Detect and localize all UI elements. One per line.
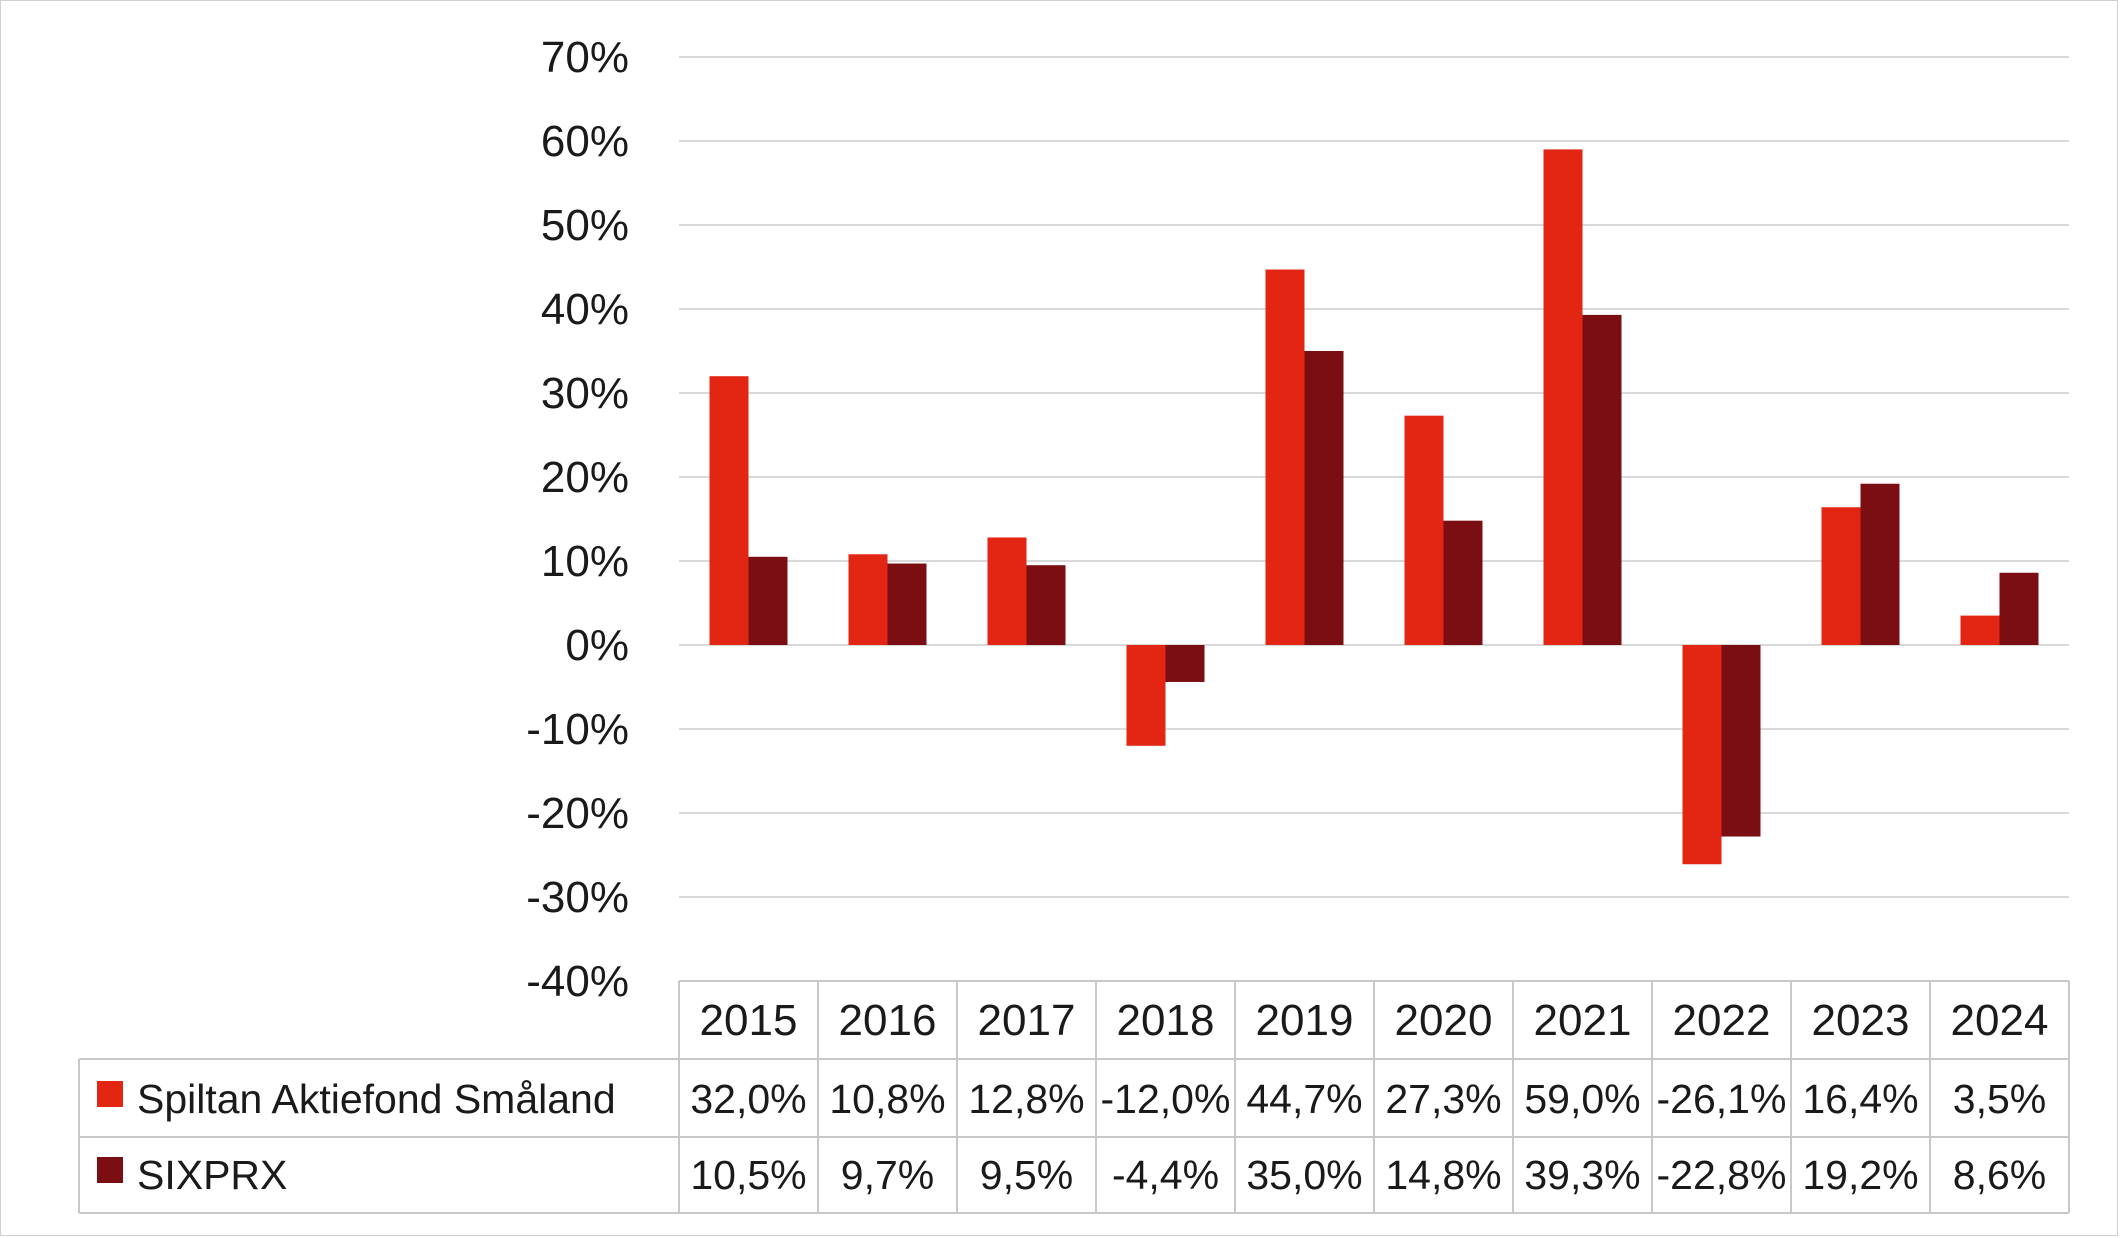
data-label: 14,8% — [1385, 1152, 1501, 1198]
x-tick-label: 2015 — [700, 996, 798, 1045]
y-tick-label: -10% — [526, 705, 629, 754]
bar — [1821, 507, 1861, 645]
data-label: 32,0% — [690, 1076, 806, 1122]
x-tick-label: 2023 — [1812, 996, 1910, 1045]
y-tick-label: -30% — [526, 873, 629, 922]
bar — [1443, 520, 1483, 645]
y-tick-label: 60% — [541, 117, 629, 166]
bar — [1999, 572, 2039, 645]
bar — [709, 376, 749, 645]
bar — [1682, 645, 1722, 865]
bar — [1126, 645, 1166, 746]
bar — [1721, 645, 1761, 837]
gridlines — [679, 56, 2069, 898]
legend-swatch — [97, 1081, 123, 1107]
x-tick-label: 2019 — [1256, 996, 1354, 1045]
bars — [709, 149, 2039, 865]
bar — [1960, 615, 2000, 645]
data-table: 2015 2016 2017 2018 2019 2020 2021 2022 2023 2024… — [78, 980, 2070, 1214]
y-tick-label: -20% — [526, 789, 629, 838]
x-tick-label: 2021 — [1534, 996, 1632, 1045]
bar — [1026, 565, 1066, 645]
data-label: 10,8% — [829, 1076, 945, 1122]
data-label: 9,7% — [841, 1152, 934, 1198]
data-label: -4,4% — [1112, 1152, 1219, 1198]
data-label: 35,0% — [1246, 1152, 1362, 1198]
data-label: -12,0% — [1101, 1076, 1231, 1122]
x-tick-label: 2016 — [839, 996, 937, 1045]
data-label: 59,0% — [1524, 1076, 1640, 1122]
data-label: 19,2% — [1802, 1152, 1918, 1198]
x-tick-label: 2024 — [1951, 996, 2049, 1045]
bar — [1265, 269, 1305, 645]
x-tick-label: 2018 — [1117, 996, 1215, 1045]
bar — [1304, 351, 1344, 645]
bar — [1543, 149, 1583, 645]
y-tick-label: 0% — [565, 621, 629, 670]
data-label: 39,3% — [1524, 1152, 1640, 1198]
bar — [748, 556, 788, 645]
data-label: 10,5% — [690, 1152, 806, 1198]
bar — [1165, 645, 1205, 682]
y-tick-label: 70% — [541, 33, 629, 82]
y-tick-label: 30% — [541, 369, 629, 418]
y-tick-label: 50% — [541, 201, 629, 250]
data-label: 3,5% — [1953, 1076, 2046, 1122]
data-label: -22,8% — [1657, 1152, 1787, 1198]
y-axis-ticks: 70% 60% 50% 40% 30% 20% 10% 0% -10% -20% -30% -40% — [526, 33, 629, 1006]
x-tick-label: 2020 — [1395, 996, 1493, 1045]
bar — [987, 537, 1027, 645]
data-label: -26,1% — [1657, 1076, 1787, 1122]
data-label: 16,4% — [1802, 1076, 1918, 1122]
x-tick-label: 2022 — [1673, 996, 1771, 1045]
bar — [1404, 415, 1444, 645]
bar — [1860, 483, 1900, 645]
data-label: 12,8% — [968, 1076, 1084, 1122]
y-tick-label: -40% — [526, 957, 629, 1006]
x-tick-label: 2017 — [978, 996, 1076, 1045]
data-label: 9,5% — [980, 1152, 1073, 1198]
y-tick-label: 10% — [541, 537, 629, 586]
bar — [887, 563, 927, 645]
data-label: 8,6% — [1953, 1152, 2046, 1198]
data-label: 27,3% — [1385, 1076, 1501, 1122]
legend-label: Spiltan Aktiefond Småland — [137, 1076, 616, 1122]
legend-label: SIXPRX — [137, 1152, 287, 1198]
bar — [848, 554, 888, 645]
data-label: 44,7% — [1246, 1076, 1362, 1122]
bar — [1582, 314, 1622, 645]
legend-swatch — [97, 1157, 123, 1183]
y-tick-label: 20% — [541, 453, 629, 502]
y-tick-label: 40% — [541, 285, 629, 334]
